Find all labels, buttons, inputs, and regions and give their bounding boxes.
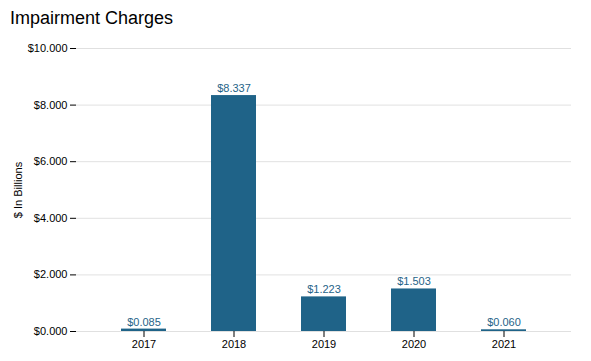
svg-text:$1.503: $1.503	[397, 275, 431, 287]
svg-text:$1.223: $1.223	[307, 283, 341, 295]
svg-text:$ In Billions: $ In Billions	[12, 161, 24, 218]
svg-text:$2.000: $2.000	[34, 268, 68, 280]
svg-text:$8.337: $8.337	[217, 82, 251, 94]
svg-text:2017: 2017	[132, 338, 156, 350]
html-text:Impairment Charges: Impairment Charges	[10, 8, 174, 28]
svg-text:2018: 2018	[222, 338, 246, 350]
svg-text:$0.000: $0.000	[34, 325, 68, 337]
svg-text:$4.000: $4.000	[34, 212, 68, 224]
svg-text:$0.060: $0.060	[487, 316, 521, 328]
svg-text:2019: 2019	[312, 338, 336, 350]
svg-text:$10.000: $10.000	[28, 42, 68, 54]
svg-text:2020: 2020	[402, 338, 426, 350]
svg-text:$6.000: $6.000	[34, 155, 68, 167]
svg-text:$0.085: $0.085	[127, 316, 161, 328]
svg-text:2021: 2021	[492, 338, 516, 350]
svg-text:$8.000: $8.000	[34, 99, 68, 111]
